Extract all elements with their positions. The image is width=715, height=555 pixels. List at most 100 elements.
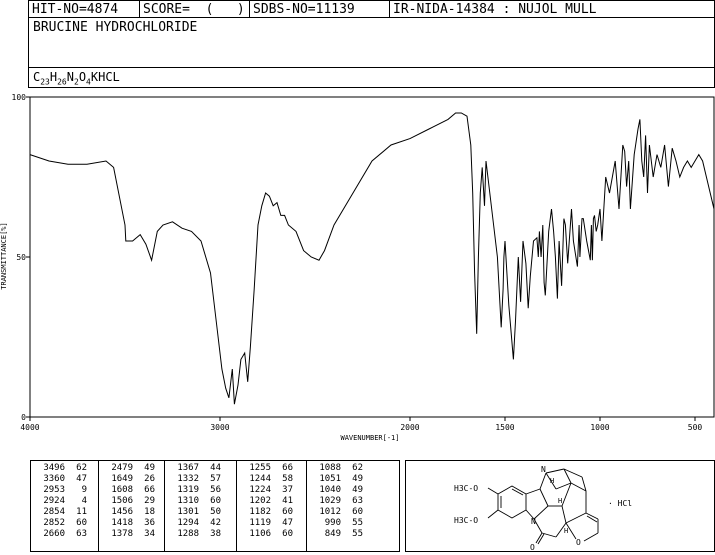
formula-element: KHCL — [90, 70, 120, 84]
formula-subscript: 23 — [40, 77, 50, 87]
formula-element: O — [78, 70, 87, 84]
peak-wavenumber: 1106 — [249, 529, 271, 539]
peak-transmittance: 50 — [210, 507, 221, 517]
peak-row: 2953 9 — [31, 485, 98, 496]
y-tick-label: 100 — [12, 93, 27, 102]
peak-wavenumber: 1649 — [111, 474, 133, 484]
formula-element: N — [66, 70, 74, 84]
peak-transmittance: 11 — [76, 507, 87, 517]
structure-panel: H3C-O H3C-O N N H H H O O · HCl — [405, 460, 715, 552]
peak-transmittance: 49 — [352, 474, 363, 484]
peak-transmittance: 4 — [81, 496, 87, 506]
peak-row: 1649 26 — [99, 474, 164, 485]
hydrogen-low-label: H — [564, 527, 568, 535]
plot-frame — [29, 96, 715, 418]
y-axis-label: TRANSMITTANCE[%] — [0, 222, 8, 289]
peak-transmittance: 42 — [210, 518, 221, 528]
peak-transmittance: 63 — [76, 529, 87, 539]
peak-wavenumber: 1224 — [249, 485, 271, 495]
peak-row: 1310 60 — [165, 496, 236, 507]
peak-transmittance: 60 — [76, 518, 87, 528]
peak-wavenumber: 1608 — [111, 485, 133, 495]
peak-wavenumber: 1029 — [319, 496, 341, 506]
peak-row: 1119 47 — [237, 518, 306, 529]
peak-wavenumber: 2924 — [43, 496, 65, 506]
peak-transmittance: 62 — [76, 463, 87, 473]
molecular-formula: C23H26N2O4KHCL — [28, 68, 715, 88]
peak-column: 1088 62 1051 49 1040 49 1029 63 1012 60 990 55 849 55 — [307, 461, 399, 551]
peak-transmittance: 56 — [210, 485, 221, 495]
peak-row: 1288 38 — [165, 529, 236, 540]
peak-row: 1051 49 — [307, 474, 399, 485]
peak-transmittance: 49 — [352, 485, 363, 495]
peak-wavenumber: 1040 — [319, 485, 341, 495]
peak-wavenumber: 1051 — [319, 474, 341, 484]
peak-wavenumber: 3496 — [43, 463, 65, 473]
peak-transmittance: 57 — [210, 474, 221, 484]
peak-wavenumber: 849 — [324, 529, 341, 539]
peak-row: 1088 62 — [307, 463, 399, 474]
peak-transmittance: 60 — [282, 507, 293, 517]
hit-number: HIT-NO=4874 — [28, 0, 140, 18]
methoxy-bottom-label: H3C-O — [454, 516, 478, 525]
peak-transmittance: 55 — [352, 529, 363, 539]
peak-column: 1255 66 1244 58 1224 37 1202 41 1182 60 1119 47 1106… — [237, 461, 307, 551]
methoxy-top-label: H3C-O — [454, 484, 478, 493]
peak-row: 1378 34 — [99, 529, 164, 540]
peak-transmittance: 34 — [144, 529, 155, 539]
peak-wavenumber: 1088 — [319, 463, 341, 473]
peak-transmittance: 44 — [210, 463, 221, 473]
peak-transmittance: 26 — [144, 474, 155, 484]
peak-transmittance: 41 — [282, 496, 293, 506]
spectrum-line — [29, 112, 715, 405]
peak-row: 1332 57 — [165, 474, 236, 485]
peak-wavenumber: 1319 — [177, 485, 199, 495]
peak-transmittance: 58 — [282, 474, 293, 484]
x-tick-label: 1500 — [495, 423, 514, 432]
peak-wavenumber: 1301 — [177, 507, 199, 517]
peak-row: 1040 49 — [307, 485, 399, 496]
peak-wavenumber: 1332 — [177, 474, 199, 484]
peak-row: 1418 36 — [99, 518, 164, 529]
peak-row: 1244 58 — [237, 474, 306, 485]
peak-column: 2479 49 1649 26 1608 66 1506 29 1456 18 1418 36 1378… — [99, 461, 165, 551]
hydrogen-top-label: H — [550, 477, 554, 485]
peak-column: 3496 62 3360 47 2953 9 2924 4 2854 11 2852 60 2660 63 — [31, 461, 99, 551]
brucine-structure-drawing: H3C-O H3C-O N N H H H O O · HCl — [454, 465, 632, 552]
y-tick-label: 0 — [21, 413, 26, 422]
hydrogen-mid-label: H — [558, 497, 562, 505]
peak-row: 1202 41 — [237, 496, 306, 507]
peak-wavenumber: 1456 — [111, 507, 133, 517]
score: SCORE= ( ) — [140, 0, 250, 18]
peak-wavenumber: 3360 — [43, 474, 65, 484]
peak-wavenumber: 2852 — [43, 518, 65, 528]
peak-transmittance: 18 — [144, 507, 155, 517]
peak-row: 2479 49 — [99, 463, 164, 474]
peak-transmittance: 60 — [282, 529, 293, 539]
x-tick-label: 1000 — [590, 423, 609, 432]
peak-row: 1456 18 — [99, 507, 164, 518]
sdbs-number: SDBS-NO=11139 — [250, 0, 390, 18]
peak-row: 2854 11 — [31, 507, 98, 518]
peak-row: 3360 47 — [31, 474, 98, 485]
peak-wavenumber: 2660 — [43, 529, 65, 539]
header-bar: HIT-NO=4874 SCORE= ( ) SDBS-NO=11139 IR-… — [28, 0, 715, 18]
peak-wavenumber: 1012 — [319, 507, 341, 517]
peak-transmittance: 66 — [282, 463, 293, 473]
peak-transmittance: 47 — [282, 518, 293, 528]
peak-column: 1367 44 1332 57 1319 56 1310 60 1301 50 1294 42 1288… — [165, 461, 237, 551]
peak-wavenumber: 1294 — [177, 518, 199, 528]
peak-wavenumber: 2854 — [43, 507, 65, 517]
nitrogen-label: N — [531, 517, 536, 526]
peak-row: 1012 60 — [307, 507, 399, 518]
peak-transmittance: 36 — [144, 518, 155, 528]
peak-wavenumber: 990 — [324, 518, 341, 528]
peak-transmittance: 49 — [144, 463, 155, 473]
peak-table: 3496 62 3360 47 2953 9 2924 4 2854 11 2852 60 2660 63… — [30, 460, 400, 552]
peak-transmittance: 47 — [76, 474, 87, 484]
peak-transmittance: 9 — [81, 485, 87, 495]
x-axis-label: WAVENUMBER[-1] — [340, 434, 399, 442]
chart-axes — [29, 96, 715, 418]
peak-wavenumber: 1378 — [111, 529, 133, 539]
compound-name: BRUCINE HYDROCHLORIDE — [28, 18, 715, 68]
